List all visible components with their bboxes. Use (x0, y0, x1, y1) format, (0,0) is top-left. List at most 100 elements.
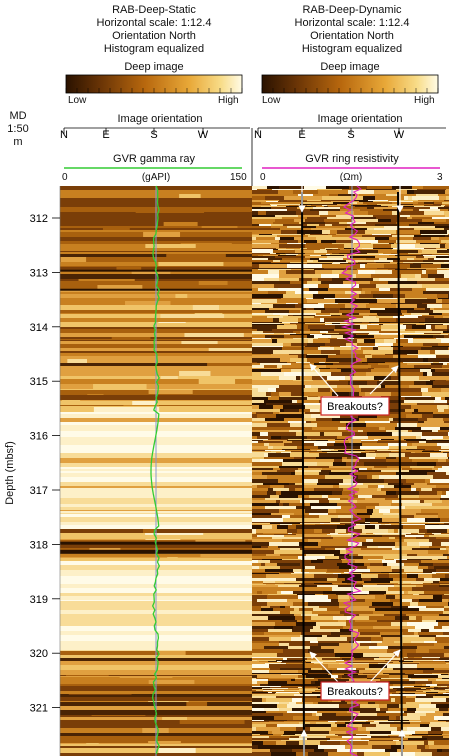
dynamic-image-patch (261, 608, 273, 611)
dynamic-image-patch (400, 716, 420, 720)
dynamic-image-patch (252, 446, 268, 449)
dynamic-image-patch (252, 385, 279, 388)
dynamic-image-patch (441, 542, 449, 546)
dynamic-image-patch (433, 414, 449, 418)
dynamic-image-patch (359, 468, 367, 470)
dynamic-image-patch (306, 243, 332, 244)
dynamic-image-patch (268, 446, 273, 449)
dynamic-image-patch (302, 687, 316, 688)
dynamic-image-patch (252, 331, 263, 333)
dynamic-image-patch (408, 629, 421, 632)
dynamic-image-patch (421, 721, 446, 722)
dynamic-image-patch (301, 200, 307, 201)
dynamic-image-patch (349, 392, 359, 396)
dynamic-image-patch (384, 331, 400, 333)
dynamic-image-patch (377, 299, 405, 303)
dynamic-image-patch (332, 263, 340, 264)
dynamic-image-patch (390, 581, 403, 583)
dynamic-image-patch (447, 329, 449, 331)
dynamic-image-patch (300, 548, 325, 550)
dynamic-image-patch (444, 206, 449, 207)
dynamic-image-patch (419, 376, 449, 380)
dynamic-image-patch (447, 269, 449, 270)
dynamic-image-patch (280, 727, 296, 731)
dynamic-image-patch (367, 735, 388, 736)
dynamic-image-patch (305, 244, 316, 248)
dynamic-image-patch (274, 284, 302, 288)
dynamic-image-patch (281, 591, 293, 594)
dynamic-image-patch (353, 495, 358, 498)
dynamic-image-patch (354, 338, 370, 339)
dynamic-image-patch (252, 268, 280, 269)
dynamic-image-patch (299, 278, 312, 281)
dynamic-image-patch (291, 369, 320, 372)
dynamic-image-patch (439, 362, 449, 363)
dynamic-image-patch (428, 740, 449, 741)
dynamic-image-patch (392, 270, 422, 274)
dynamic-image-patch (408, 430, 412, 432)
dynamic-image-patch (419, 713, 426, 716)
dynamic-image-patch (303, 537, 328, 539)
dynamic-image-patch (434, 566, 449, 569)
dynamic-image-patch (384, 264, 410, 268)
dynamic-image-patch (330, 313, 342, 315)
dynamic-image-patch (313, 346, 320, 347)
dynamic-image-patch (383, 253, 391, 254)
dynamic-image-patch (308, 525, 337, 529)
dynamic-image-patch (354, 284, 359, 288)
dynamic-image-patch (252, 686, 281, 687)
dynamic-image-patch (314, 316, 345, 318)
dynamic-image-patch (381, 470, 409, 472)
dynamic-image-patch (310, 503, 337, 506)
dynamic-image-patch (298, 240, 304, 243)
dynamic-image-patch (433, 660, 449, 661)
dynamic-image-patch (365, 230, 396, 234)
dynamic-image-patch (351, 616, 369, 620)
dynamic-image-patch (301, 614, 318, 616)
dynamic-image-patch (431, 702, 449, 704)
dynamic-image-patch (252, 451, 271, 452)
dynamic-image-patch (276, 194, 298, 196)
dynamic-image-patch (252, 363, 260, 365)
dynamic-image-patch (375, 731, 391, 734)
breakout-arrows (298, 186, 406, 756)
dynamic-image-patch (384, 479, 406, 483)
dynamic-image-patch (354, 243, 371, 244)
dynamic-image-patch (394, 584, 410, 585)
dynamic-image-patch (336, 240, 353, 243)
dynamic-image-patch (270, 668, 280, 670)
dynamic-image-patch (315, 566, 339, 569)
dynamic-image-patch (350, 256, 375, 258)
dynamic-image-patch (296, 211, 319, 215)
dynamic-image-patch (340, 315, 351, 316)
dynamic-image-patch (304, 581, 315, 583)
dynamic-image-patch (293, 602, 308, 606)
dynamic-image-patch (438, 207, 449, 209)
dynamic-image-patch (268, 258, 282, 260)
dynamic-image-patch (362, 529, 388, 533)
dynamic-image-patch (300, 248, 307, 249)
dynamic-image-patch (311, 421, 340, 423)
dynamic-image-patch (367, 381, 377, 385)
dynamic-image-patch (417, 304, 427, 308)
dynamic-image-patch (391, 303, 422, 304)
dynamic-image-patch (375, 734, 403, 735)
dynamic-image-patch (252, 534, 274, 535)
dynamic-image-patch (331, 518, 340, 522)
dynamic-image-patch (362, 249, 375, 250)
right-colorbar-low: Low (262, 95, 281, 106)
dynamic-image-patch (317, 711, 347, 713)
dynamic-image-patch (432, 334, 440, 335)
dynamic-image-patch (401, 403, 417, 405)
dynamic-image-patch (441, 616, 449, 620)
dynamic-image-patch (252, 626, 274, 629)
dynamic-image-patch (412, 186, 423, 189)
dynamic-image-patch (441, 215, 445, 217)
dynamic-image-patch (350, 660, 369, 661)
dynamic-image-patch (347, 608, 375, 611)
dynamic-image-patch (332, 418, 359, 421)
static-image-patch (158, 262, 224, 266)
dynamic-image-patch (276, 253, 285, 254)
dynamic-image-patch (306, 675, 331, 678)
dynamic-image-patch (252, 506, 265, 509)
